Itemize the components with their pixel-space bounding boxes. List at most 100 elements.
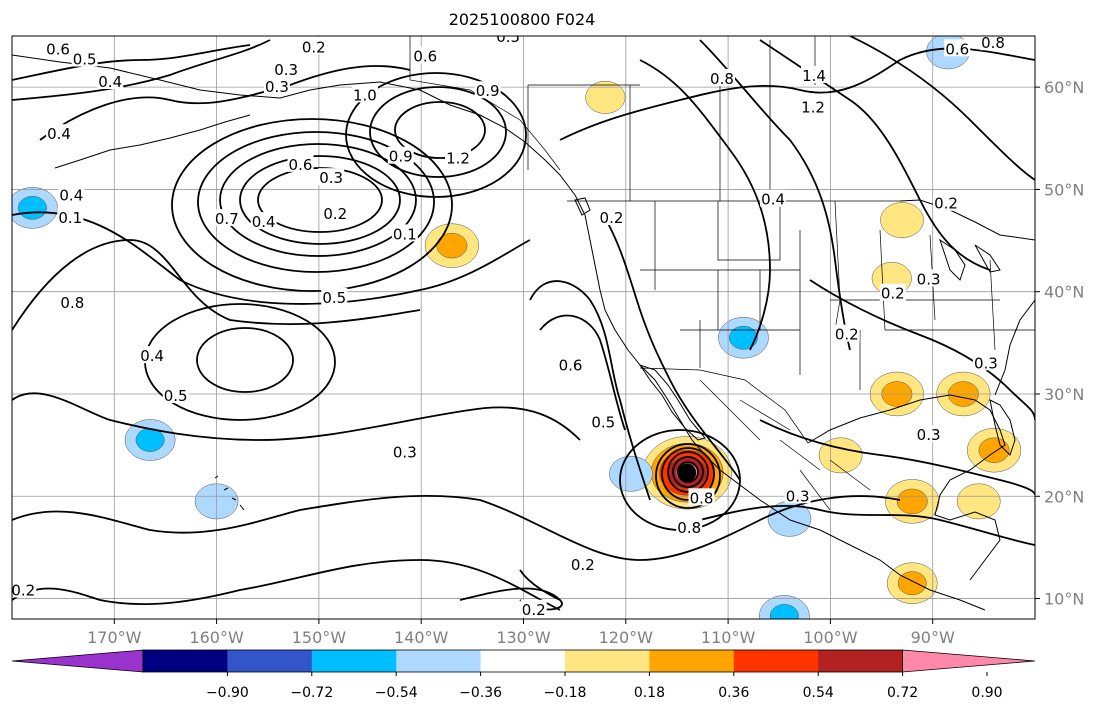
contour-labels: 0.60.50.40.40.40.10.80.20.30.30.60.7 0.40… xyxy=(12,34,1007,619)
x-tick-label: 90°W xyxy=(911,628,955,647)
contour-label: 0.2 xyxy=(302,38,326,56)
colorbar-tick-label: −0.72 xyxy=(290,685,333,701)
contour-label-bg xyxy=(58,185,85,203)
contour-label-bg xyxy=(59,292,86,310)
contour-label-bg xyxy=(12,580,37,598)
contour-label-bg xyxy=(300,37,327,55)
contour-label: 0.5 xyxy=(322,289,346,307)
contour-label-bg xyxy=(162,386,189,404)
colorbar-segment xyxy=(227,650,313,672)
y-tick-label: 30°N xyxy=(1044,385,1084,404)
anomaly-shading xyxy=(12,36,1022,619)
contour-label-bg xyxy=(800,97,827,115)
contour-label: 0.2 xyxy=(522,601,546,619)
contour-label: 0.2 xyxy=(571,556,595,574)
vancouver-island xyxy=(574,197,591,216)
contour-label: 0.3 xyxy=(319,169,343,187)
x-tick-label: 110°W xyxy=(701,628,756,647)
contour-label-bg xyxy=(557,355,584,373)
chart-title: 2025100800 F024 xyxy=(449,10,596,29)
colorbar-tick-label: −0.18 xyxy=(544,685,587,701)
canada-province-lines xyxy=(527,36,816,201)
contour-label-bg xyxy=(676,517,703,535)
contour-label: 0.8 xyxy=(710,70,734,88)
contour-line xyxy=(39,65,411,141)
anomaly-patch xyxy=(896,488,928,515)
gulf-coast xyxy=(807,394,1006,581)
colorbar-segment xyxy=(565,650,650,672)
contour-label-bg xyxy=(784,486,811,504)
contour-label-bg xyxy=(932,193,959,211)
contour-ring xyxy=(345,72,527,198)
colorbar-segment xyxy=(480,650,566,672)
contour-label-bg xyxy=(972,353,999,371)
contour-line xyxy=(12,559,561,611)
x-tick-label: 120°W xyxy=(599,628,654,647)
contour-label: 0.6 xyxy=(559,356,583,374)
anomaly-patch xyxy=(978,437,1010,463)
political-boundaries xyxy=(409,36,1035,511)
contour-line xyxy=(559,47,1035,141)
colorbar-segment xyxy=(396,650,482,672)
contour-label: 0.5 xyxy=(164,387,188,405)
colorbar-tick-label: −0.90 xyxy=(206,685,249,701)
contour-label: 0.8 xyxy=(981,34,1005,52)
alaska-coast xyxy=(12,54,576,196)
contour-label: 0.2 xyxy=(881,285,905,303)
contour-label-bg xyxy=(213,209,240,227)
florida xyxy=(989,399,1016,456)
contour-line xyxy=(12,39,271,101)
contour-label-bg xyxy=(445,148,472,166)
anomaly-patch xyxy=(769,604,799,619)
contour-line xyxy=(459,587,561,601)
colorbar-tick-label: 0.72 xyxy=(887,685,918,701)
contour-line xyxy=(639,495,901,561)
contour-label-bg xyxy=(321,287,348,305)
anomaly-patch xyxy=(135,428,165,452)
contour-label: 0.6 xyxy=(413,47,437,65)
contour-label-bg xyxy=(71,49,98,67)
contour-line xyxy=(759,419,1035,496)
contour-line xyxy=(12,211,531,305)
contour-label: 0.9 xyxy=(389,148,413,166)
contour-label: 0.8 xyxy=(60,294,84,312)
colorbar-tick-label: −0.36 xyxy=(459,685,502,701)
contour-label: 1.0 xyxy=(353,86,377,104)
contour-label: 0.4 xyxy=(761,191,785,209)
contour-label-bg xyxy=(387,146,414,164)
contour-label: 0.4 xyxy=(252,213,276,231)
anomaly-patch xyxy=(585,80,626,114)
contour-line xyxy=(12,44,251,81)
colorbar-segment xyxy=(649,650,735,672)
contour-label-bg xyxy=(318,168,345,186)
anomaly-patch xyxy=(436,233,468,259)
contour-ring xyxy=(219,143,417,257)
y-tick-label: 40°N xyxy=(1044,283,1084,302)
colorbar-segment xyxy=(733,650,819,672)
contour-label: 0.4 xyxy=(98,73,122,91)
contour-label: 0.3 xyxy=(974,354,998,372)
contour-label-bg xyxy=(944,39,971,57)
contour-line xyxy=(849,36,1035,181)
contour-label: 1.4 xyxy=(802,67,826,85)
contour-label: 0.2 xyxy=(934,195,958,213)
colorbar-segment xyxy=(143,650,228,672)
contour-label-bg xyxy=(263,77,290,95)
x-tick-label: 160°W xyxy=(189,628,244,647)
contour-label: 0.3 xyxy=(393,443,417,461)
contour-line xyxy=(12,392,581,441)
x-axis: 170°W 160°W 150°W 140°W 130°W 120°W 110°W 100°W… xyxy=(87,619,955,647)
contour-label: 0.6 xyxy=(945,40,969,58)
contour-label: 0.5 xyxy=(591,414,615,432)
contour-line xyxy=(12,239,421,331)
x-tick-label: 130°W xyxy=(496,628,551,647)
contour-label-bg xyxy=(708,68,735,86)
anomaly-patch xyxy=(897,571,927,596)
contour-ring xyxy=(197,131,435,273)
contour-ring xyxy=(239,155,401,245)
contour-label-bg xyxy=(590,412,617,430)
contour-label-bg xyxy=(520,599,547,617)
contour-label-bg xyxy=(57,208,84,226)
storm-center xyxy=(678,463,697,482)
contour-label: 0.6 xyxy=(46,40,70,58)
